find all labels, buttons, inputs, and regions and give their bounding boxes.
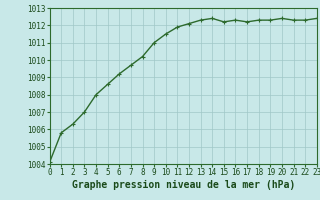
X-axis label: Graphe pression niveau de la mer (hPa): Graphe pression niveau de la mer (hPa) xyxy=(72,180,295,190)
